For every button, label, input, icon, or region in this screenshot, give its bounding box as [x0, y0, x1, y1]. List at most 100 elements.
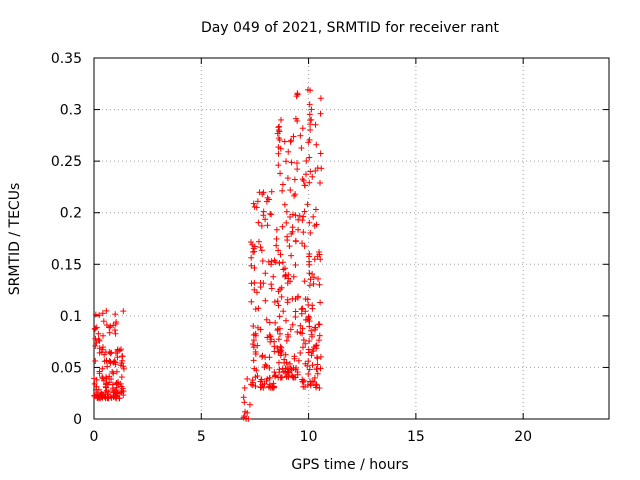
data-point	[246, 401, 253, 408]
data-point	[317, 179, 324, 186]
data-point	[308, 106, 315, 113]
data-point	[281, 138, 288, 145]
data-point	[99, 344, 106, 351]
data-point	[103, 307, 110, 314]
data-point	[312, 121, 319, 128]
data-point	[285, 148, 292, 155]
data-point	[316, 385, 323, 392]
data-point	[275, 127, 282, 134]
data-point	[281, 201, 288, 208]
data-point	[111, 388, 118, 395]
data-point	[287, 187, 294, 194]
data-point	[269, 384, 276, 391]
data-point	[311, 222, 318, 229]
y-axis-label: SRMTID / TECUs	[7, 183, 23, 296]
data-point	[118, 374, 125, 381]
data-point	[277, 170, 284, 177]
data-point	[274, 298, 281, 305]
data-point	[283, 158, 290, 165]
data-point	[297, 132, 304, 139]
y-tick-label: 0.15	[51, 257, 82, 273]
data-point	[98, 349, 105, 356]
data-point	[271, 348, 278, 355]
data-point	[263, 198, 270, 205]
data-point	[287, 326, 294, 333]
data-point	[255, 219, 262, 226]
data-point	[267, 333, 274, 340]
x-tick-label: 10	[300, 429, 318, 445]
data-point	[308, 352, 315, 359]
data-point	[306, 282, 313, 289]
data-point	[251, 264, 258, 271]
data-point	[290, 133, 297, 140]
data-point	[317, 365, 324, 372]
data-point	[305, 370, 312, 377]
data-point	[254, 324, 261, 331]
data-point	[241, 399, 248, 406]
data-point	[306, 315, 313, 322]
data-point	[248, 254, 255, 261]
data-point	[275, 302, 282, 309]
data-point	[299, 305, 306, 312]
data-point	[300, 177, 307, 184]
data-point	[107, 350, 114, 357]
data-point	[288, 159, 295, 166]
data-point	[110, 370, 117, 377]
data-point	[308, 327, 315, 334]
data-point	[305, 358, 312, 365]
data-point	[277, 116, 284, 123]
data-point	[299, 344, 306, 351]
data-point	[263, 378, 270, 385]
data-point	[266, 354, 273, 361]
data-point	[266, 319, 273, 326]
data-point	[289, 224, 296, 231]
data-point	[276, 313, 283, 320]
data-point	[289, 321, 296, 328]
data-point	[258, 376, 265, 383]
data-point	[283, 219, 290, 226]
data-point	[306, 154, 313, 161]
data-point	[264, 222, 271, 229]
data-point	[262, 361, 269, 368]
data-point	[301, 243, 308, 250]
y-tick-label: 0.25	[51, 154, 82, 170]
y-tick-label: 0.3	[60, 103, 82, 119]
data-point	[287, 138, 294, 145]
data-point	[91, 326, 98, 333]
data-point	[282, 365, 289, 372]
data-point	[268, 211, 275, 218]
data-point	[292, 308, 299, 315]
data-point	[103, 374, 110, 381]
data-point	[96, 312, 103, 319]
data-point	[306, 270, 313, 277]
data-point	[250, 337, 257, 344]
data-point	[272, 372, 279, 379]
data-point	[298, 145, 305, 152]
y-tick-label: 0.1	[60, 309, 82, 325]
data-point	[290, 374, 297, 381]
data-point	[306, 250, 313, 257]
data-point	[279, 181, 286, 188]
data-point	[301, 278, 308, 285]
data-point	[311, 256, 318, 263]
data-point	[106, 373, 113, 380]
data-point	[306, 338, 313, 345]
y-tick-label: 0.2	[60, 206, 82, 222]
data-point	[314, 253, 321, 260]
data-point	[256, 189, 263, 196]
data-point	[275, 359, 282, 366]
data-point	[285, 333, 292, 340]
data-point	[102, 383, 109, 390]
data-point	[300, 377, 307, 384]
data-point	[288, 252, 295, 259]
data-point	[306, 323, 313, 330]
data-point	[277, 343, 284, 350]
data-point	[291, 355, 298, 362]
data-point	[315, 275, 322, 282]
data-point	[286, 360, 293, 367]
data-point	[318, 165, 325, 172]
data-point	[99, 310, 106, 317]
data-point	[294, 166, 301, 173]
data-point	[316, 321, 323, 328]
data-point	[310, 280, 317, 287]
